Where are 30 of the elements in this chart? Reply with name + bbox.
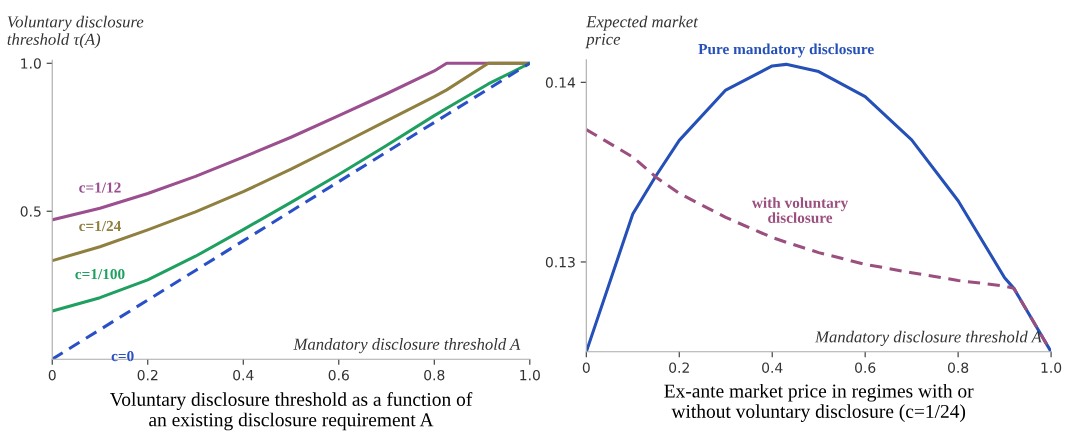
x-axis-title: Mandatory disclosure threshold A	[293, 338, 521, 354]
y-tick-label: 0.14	[545, 77, 576, 88]
x-tick-label: 1.0	[1041, 362, 1062, 373]
series-label: c=1/24	[79, 220, 122, 232]
line-series	[586, 62, 1052, 352]
x-axis-title: Mandatory disclosure threshold A	[814, 330, 1042, 346]
x-tick-label: 0	[582, 362, 590, 373]
series-label: c=1/100	[75, 268, 125, 280]
series-label: c=0	[111, 350, 134, 362]
x-tick-label: 0.8	[424, 369, 445, 381]
line-series	[52, 61, 530, 360]
y-axis-title: Expected market price	[585, 15, 699, 49]
y-axis-title: Voluntary disclosure threshold τ(A)	[7, 15, 144, 49]
line-series	[52, 61, 530, 263]
x-tick-label: 0.4	[762, 362, 783, 373]
x-tick-label: 0.8	[947, 362, 969, 373]
text: Ex-ante market price in regimes with or without voluntary disclosure (c=1/24)	[664, 383, 974, 422]
x-tick-label: 0.6	[328, 369, 349, 381]
series-label: with voluntary disclosure	[751, 197, 849, 223]
x-tick-label: 0	[48, 369, 56, 381]
text: Voluntary disclosure threshold as a function of an existing disclosure requirement A	[109, 392, 473, 431]
y-tick-label: 0.5	[20, 206, 41, 217]
x-tick-label: 0.6	[855, 362, 876, 373]
series-label: c=1/12	[79, 182, 121, 193]
x-tick-label: 0.4	[233, 369, 254, 381]
x-tick-label: 1.0	[520, 369, 540, 381]
series-label: Pure mandatory disclosure	[698, 43, 874, 58]
y-tick-label: 0.13	[545, 256, 575, 268]
x-tick-label: 0.2	[137, 369, 158, 381]
x-tick-label: 0.2	[669, 362, 689, 373]
